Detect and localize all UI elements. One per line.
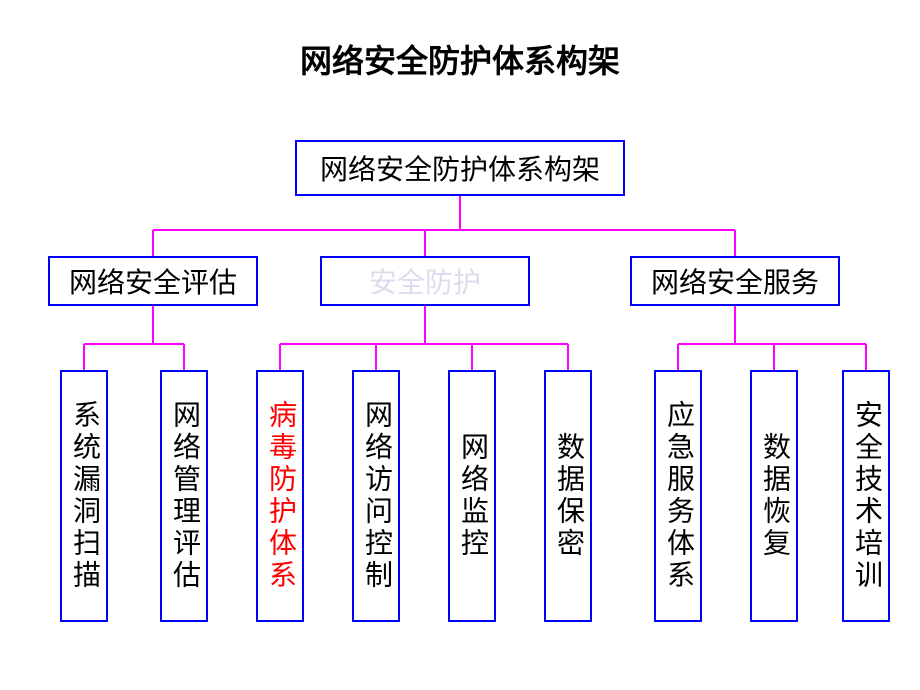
leaf-node-l9-label: 安全技术培训 [846, 400, 886, 592]
mid-node-service-label: 网络安全服务 [651, 261, 819, 301]
leaf-node-l7: 应急服务体系 [654, 370, 702, 622]
mid-node-assess: 网络安全评估 [48, 256, 258, 306]
leaf-node-l1: 系统漏洞扫描 [60, 370, 108, 622]
leaf-node-l8: 数据恢复 [750, 370, 798, 622]
leaf-node-l1-label: 系统漏洞扫描 [64, 400, 104, 592]
leaf-node-l9: 安全技术培训 [842, 370, 890, 622]
diagram-canvas: 网络安全防护体系构架 网络安全防护体系构架网络安全评估 安全防护 网络安全服务系统漏… [0, 0, 920, 690]
root-node: 网络安全防护体系构架 [295, 140, 625, 196]
leaf-node-l4: 网络访问控制 [352, 370, 400, 622]
leaf-node-l2: 网络管理评估 [160, 370, 208, 622]
leaf-node-l5-label: 网络监控 [452, 432, 492, 560]
root-node-label: 网络安全防护体系构架 [320, 148, 600, 188]
leaf-node-l4-label: 网络访问控制 [356, 400, 396, 592]
leaf-node-l7-label: 应急服务体系 [658, 400, 698, 592]
mid-node-protect: 安全防护 [320, 256, 530, 306]
leaf-node-l5: 网络监控 [448, 370, 496, 622]
diagram-title: 网络安全防护体系构架 [0, 36, 920, 82]
leaf-node-l3-label: 病毒防护体系 [260, 400, 300, 592]
mid-node-service: 网络安全服务 [630, 256, 840, 306]
leaf-node-l3: 病毒防护体系 [256, 370, 304, 622]
leaf-node-l6: 数据保密 [544, 370, 592, 622]
leaf-node-l8-label: 数据恢复 [754, 432, 794, 560]
leaf-node-l2-label: 网络管理评估 [164, 400, 204, 592]
mid-node-assess-label: 网络安全评估 [69, 261, 237, 301]
mid-node-protect-label: 安全防护 [369, 261, 481, 301]
leaf-node-l6-label: 数据保密 [548, 432, 588, 560]
